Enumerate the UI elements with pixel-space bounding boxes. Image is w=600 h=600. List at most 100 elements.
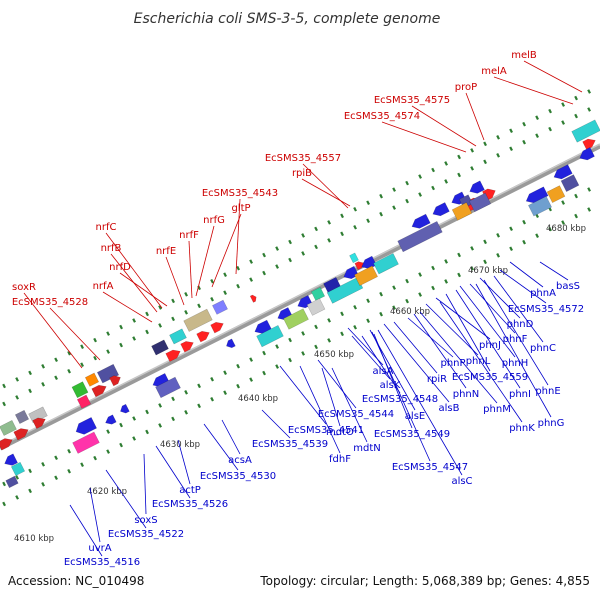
tick-mark [522, 139, 526, 145]
reverse-gene-feature [469, 180, 485, 194]
forward-gene-feature [71, 381, 89, 399]
tick-mark [106, 349, 110, 354]
tick-mark [80, 362, 84, 367]
gene-label: nrfB [101, 243, 122, 254]
reverse-gene-feature [306, 298, 326, 316]
kbp-scale: 4610 kbp 4620 kbp 4630 kbp 4640 kbp 4650 kbp… [14, 224, 586, 544]
label-leader-line [321, 367, 341, 427]
forward-gene-feature [571, 119, 600, 143]
tick-mark [301, 331, 305, 336]
forward-gene-feature [76, 394, 92, 409]
tick-mark [366, 298, 370, 304]
tick-mark [457, 252, 461, 258]
reverse-gene-feature [4, 453, 18, 466]
forward-gene-feature [212, 299, 228, 315]
label-leader-line [373, 333, 413, 429]
label-leader-line [499, 269, 547, 304]
tick-mark [2, 383, 6, 389]
tick-mark [93, 355, 97, 361]
tick-mark [184, 292, 188, 297]
tick-mark [340, 311, 344, 317]
gene-label: EcSMS35_4575 [374, 95, 450, 106]
tick-mark [158, 403, 162, 408]
label-leader-line [381, 121, 467, 153]
tick-mark [327, 318, 331, 323]
reverse-gene-feature [283, 308, 309, 330]
tick-mark [132, 416, 136, 421]
tick-mark [67, 468, 71, 474]
tick-mark [353, 224, 357, 230]
gene-label: phnF [503, 334, 528, 345]
kbp-tick-label: 4620 kbp [87, 487, 127, 497]
tick-mark [236, 363, 240, 369]
kbp-tick-label: 4670 kbp [468, 266, 508, 276]
forward-gene-feature [169, 328, 187, 345]
label-leader-line [89, 487, 101, 543]
reverse-gene-feature [310, 286, 326, 301]
label-leader-line [261, 409, 291, 439]
tick-mark [457, 272, 461, 278]
reverse-gene-feature [560, 174, 580, 192]
tick-mark [262, 370, 266, 376]
tick-mark [509, 226, 513, 232]
tick-mark [249, 377, 253, 382]
gene-label: EcSMS35_4544 [318, 409, 394, 420]
label-leader-line [411, 105, 477, 147]
gene-label: rpiR [427, 374, 447, 385]
tick-mark [431, 265, 435, 271]
forward-gene-feature [582, 138, 596, 151]
tick-mark [314, 244, 318, 250]
tick-mark [288, 357, 292, 363]
tick-mark [223, 370, 227, 375]
tick-mark [340, 231, 344, 237]
gene-label: alsB [439, 403, 460, 414]
reverse-gene-feature [525, 186, 549, 204]
label-leader-line [413, 313, 467, 389]
tick-mark [561, 102, 565, 107]
label-leader-line [509, 261, 544, 288]
label-leader-line [221, 419, 241, 455]
label-leader-line [465, 92, 485, 141]
gene-label: phnK [509, 423, 535, 434]
tick-mark [210, 278, 214, 284]
tick-mark [314, 344, 318, 350]
reverse-gene-feature [397, 221, 443, 253]
tick-mark [145, 429, 149, 435]
tick-mark [379, 211, 383, 217]
gene-label: phnI [509, 389, 531, 400]
gene-label: nrfC [96, 222, 117, 233]
label-leader-line [445, 293, 491, 372]
tick-mark [171, 416, 175, 422]
tick-mark [366, 318, 370, 324]
forward-gene-feature [180, 341, 194, 353]
label-leader-line [435, 297, 491, 340]
reverse-gene-feature [354, 265, 378, 286]
tick-mark [353, 206, 357, 212]
tick-mark [366, 200, 370, 206]
label-leader-line [331, 367, 368, 443]
tick-mark [132, 436, 136, 441]
tick-mark [275, 344, 279, 349]
tick-mark [158, 323, 162, 328]
accession-text: Accession: NC_010498 [8, 574, 144, 588]
label-leader-line [69, 504, 103, 557]
label-leader-line [165, 256, 185, 306]
label-leader-line [177, 439, 191, 485]
tick-mark [470, 148, 474, 153]
tick-mark [314, 226, 318, 232]
kbp-tick-label: 4660 kbp [390, 307, 430, 317]
tick-mark [28, 488, 32, 494]
tick-mark [587, 89, 591, 94]
tick-mark [301, 251, 305, 256]
label-leader-line [493, 275, 544, 343]
tick-mark [119, 324, 123, 330]
gene-label: mdtO [326, 427, 354, 438]
tick-mark [457, 172, 461, 178]
tick-mark [2, 401, 6, 407]
reverse-gene-feature [72, 431, 100, 454]
tick-mark [15, 395, 19, 400]
gene-label: gltP [231, 203, 250, 214]
label-leader-line [383, 323, 450, 403]
gene-label: EcSMS35_4543 [202, 188, 278, 199]
tick-mark [210, 296, 214, 302]
